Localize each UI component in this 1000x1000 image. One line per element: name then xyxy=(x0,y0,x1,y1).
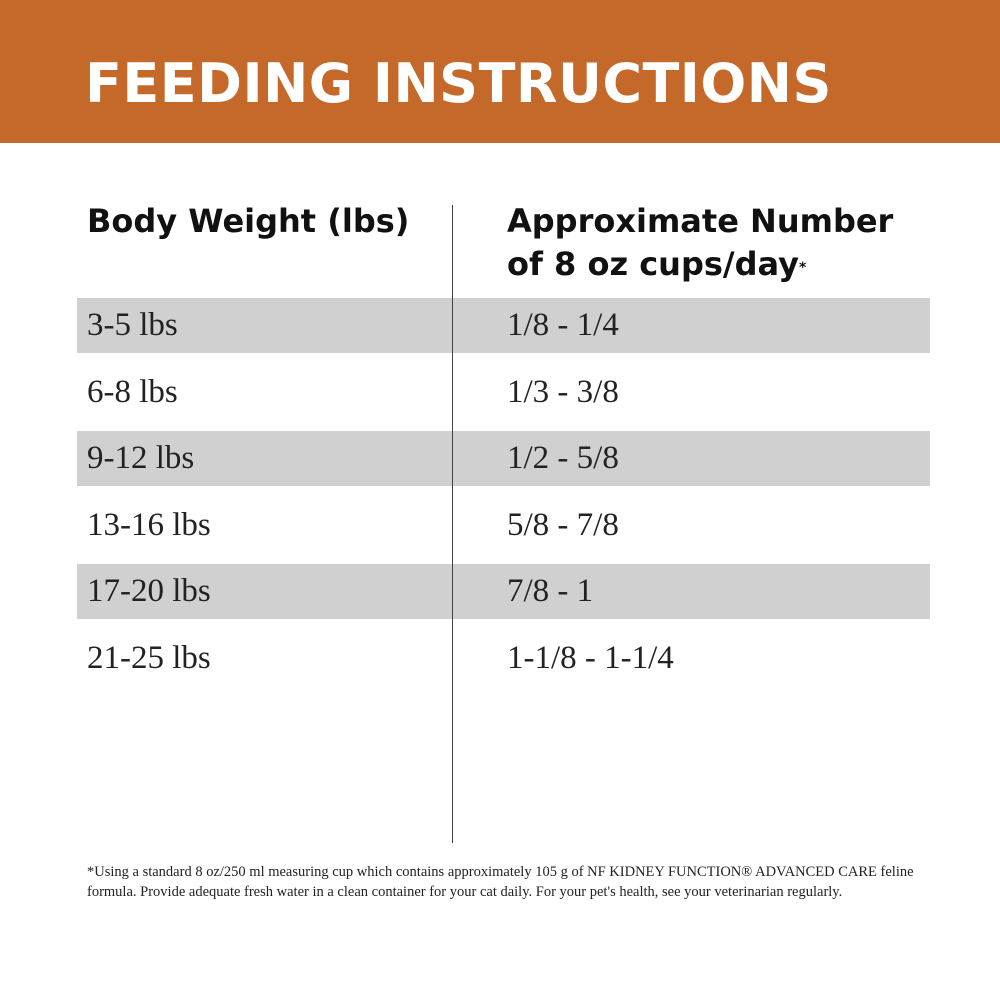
column-header: Approximate Number of 8 oz cups/day xyxy=(507,202,894,283)
title: FEEDING INSTRUCTIONS xyxy=(85,52,832,115)
footnote: *Using a standard 8 oz/250 ml measuring … xyxy=(87,864,914,900)
table-cell: 1-1/8 - 1-1/4 xyxy=(507,640,674,676)
header-band xyxy=(0,0,1000,143)
column-header: Body Weight (lbs) xyxy=(87,202,410,240)
column-divider xyxy=(452,205,453,843)
table-cell: 3-5 lbs xyxy=(87,307,178,343)
column-header-wrap: Approximate Number of 8 oz cups/day* xyxy=(507,200,917,286)
table-cell: 13-16 lbs xyxy=(87,506,211,543)
table-row: 9-12 lbs 1/2 - 5/8 xyxy=(77,431,930,487)
table-cell: 7/8 - 1 xyxy=(507,573,594,610)
table-cell: 1/2 - 5/8 xyxy=(507,440,619,477)
table-cell: 1/8 - 1/4 xyxy=(507,307,619,343)
table-cell: 1/3 - 3/8 xyxy=(507,373,619,410)
table-row: 21-25 lbs 1-1/8 - 1-1/4 xyxy=(77,631,930,686)
column-note: * xyxy=(798,260,807,276)
table-row: 6-8 lbs 1/3 - 3/8 xyxy=(77,365,930,420)
table-cell: 6-8 lbs xyxy=(87,373,178,410)
table-row: 13-16 lbs 5/8 - 7/8 xyxy=(77,498,930,553)
table-cell: 9-12 lbs xyxy=(87,440,195,477)
table-cell: 21-25 lbs xyxy=(87,640,211,676)
table-row: 17-20 lbs 7/8 - 1 xyxy=(77,564,930,620)
table-cell: 5/8 - 7/8 xyxy=(507,506,619,543)
table-cell: 17-20 lbs xyxy=(87,573,211,610)
table-row: 3-5 lbs 1/8 - 1/4 xyxy=(77,298,930,353)
